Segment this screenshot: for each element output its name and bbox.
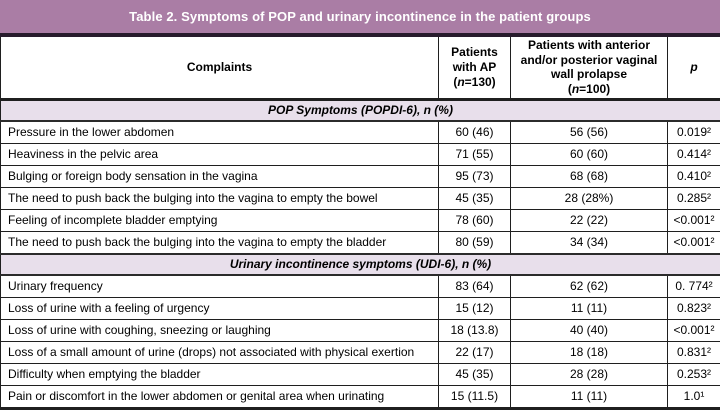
footnote: Note. ¹Fisher’s exact test; ²Pearson’s c…: [0, 409, 720, 415]
complaint-cell: Bulging or foreign body sensation in the…: [0, 164, 439, 188]
prolapse-value-cell: 62 (62): [510, 274, 668, 298]
column-header-prolapse: Patients with anterior and/or posterior …: [510, 37, 668, 101]
complaint-cell: Urinary frequency: [0, 274, 439, 298]
column-header-ap-n: (n=130): [453, 74, 496, 89]
ap-value-cell: 78 (60): [438, 208, 511, 232]
table-row: Difficulty when emptying the bladder 45 …: [0, 362, 720, 386]
ap-value-cell: 15 (11.5): [438, 384, 511, 410]
p-value-cell: <0.001²: [667, 208, 720, 232]
column-header-row: Complaints Patients with AP (n=130) Pati…: [0, 37, 720, 101]
prolapse-value-cell: 34 (34): [510, 230, 668, 254]
table-title: Table 2. Symptoms of POP and urinary inc…: [129, 9, 591, 24]
column-header-patients-ap: Patients with AP (n=130): [438, 37, 511, 101]
table-row: The need to push back the bulging into t…: [0, 230, 720, 254]
p-value-cell: 0.831²: [667, 340, 720, 364]
section-header-label: POP Symptoms (POPDI-6), n (%): [0, 98, 720, 122]
complaint-cell: Difficulty when emptying the bladder: [0, 362, 439, 386]
complaint-cell: Pressure in the lower abdomen: [0, 120, 439, 144]
column-header-p: p: [667, 37, 720, 101]
complaint-cell: Pain or discomfort in the lower abdomen …: [0, 384, 439, 410]
complaint-cell: Loss of urine with a feeling of urgency: [0, 296, 439, 320]
p-value-cell: 0. 774²: [667, 274, 720, 298]
prolapse-value-cell: 11 (11): [510, 296, 668, 320]
complaint-cell: The need to push back the bulging into t…: [0, 230, 439, 254]
table-row: Pressure in the lower abdomen 60 (46) 56…: [0, 120, 720, 144]
prolapse-value-cell: 28 (28%): [510, 186, 668, 210]
ap-value-cell: 18 (13.8): [438, 318, 511, 342]
p-value-cell: 0.823²: [667, 296, 720, 320]
table-row: Pain or discomfort in the lower abdomen …: [0, 384, 720, 410]
p-value-cell: 0.253²: [667, 362, 720, 386]
column-header-prolapse-line: Patients with anterior and/or posterior …: [520, 38, 658, 82]
prolapse-value-cell: 18 (18): [510, 340, 668, 364]
complaint-cell: Loss of urine with coughing, sneezing or…: [0, 318, 439, 342]
prolapse-value-cell: 60 (60): [510, 142, 668, 166]
ap-value-cell: 71 (55): [438, 142, 511, 166]
symptoms-table: Complaints Patients with AP (n=130) Pati…: [0, 37, 720, 410]
complaint-cell: Loss of a small amount of urine (drops) …: [0, 340, 439, 364]
ap-value-cell: 60 (46): [438, 120, 511, 144]
p-value-cell: 0.019²: [667, 120, 720, 144]
ap-value-cell: 80 (59): [438, 230, 511, 254]
complaint-cell: Feeling of incomplete bladder emptying: [0, 208, 439, 232]
prolapse-value-cell: 40 (40): [510, 318, 668, 342]
p-value-cell: 0.285²: [667, 186, 720, 210]
table-row: Urinary frequency 83 (64) 62 (62) 0. 774…: [0, 274, 720, 298]
column-header-ap-line: Patients with AP: [451, 45, 498, 74]
complaint-cell: The need to push back the bulging into t…: [0, 186, 439, 210]
ap-value-cell: 15 (12): [438, 296, 511, 320]
ap-value-cell: 45 (35): [438, 186, 511, 210]
column-header-complaints: Complaints: [0, 37, 439, 101]
ap-value-cell: 83 (64): [438, 274, 511, 298]
p-value-cell: 0.410²: [667, 164, 720, 188]
table-row: The need to push back the bulging into t…: [0, 186, 720, 210]
table-row: Loss of urine with coughing, sneezing or…: [0, 318, 720, 342]
prolapse-value-cell: 11 (11): [510, 384, 668, 410]
ap-value-cell: 95 (73): [438, 164, 511, 188]
table-row: Bulging or foreign body sensation in the…: [0, 164, 720, 188]
p-value-cell: <0.001²: [667, 230, 720, 254]
complaint-cell: Heaviness in the pelvic area: [0, 142, 439, 166]
p-value-cell: 1.0¹: [667, 384, 720, 410]
ap-value-cell: 22 (17): [438, 340, 511, 364]
section-header-label: Urinary incontinence symptoms (UDI-6), n…: [0, 252, 720, 276]
column-header-prolapse-n: (n=100): [567, 81, 611, 96]
prolapse-value-cell: 56 (56): [510, 120, 668, 144]
table-row: Loss of a small amount of urine (drops) …: [0, 340, 720, 364]
table-row: Feeling of incomplete bladder emptying 7…: [0, 208, 720, 232]
prolapse-value-cell: 28 (28): [510, 362, 668, 386]
table-row: Heaviness in the pelvic area 71 (55) 60 …: [0, 142, 720, 166]
section-header-urinary: Urinary incontinence symptoms (UDI-6), n…: [0, 252, 720, 276]
table-title-bar: Table 2. Symptoms of POP and urinary inc…: [0, 0, 720, 37]
ap-value-cell: 45 (35): [438, 362, 511, 386]
p-value-cell: <0.001²: [667, 318, 720, 342]
prolapse-value-cell: 68 (68): [510, 164, 668, 188]
prolapse-value-cell: 22 (22): [510, 208, 668, 232]
p-value-cell: 0.414²: [667, 142, 720, 166]
table-row: Loss of urine with a feeling of urgency …: [0, 296, 720, 320]
section-header-pop: POP Symptoms (POPDI-6), n (%): [0, 98, 720, 122]
